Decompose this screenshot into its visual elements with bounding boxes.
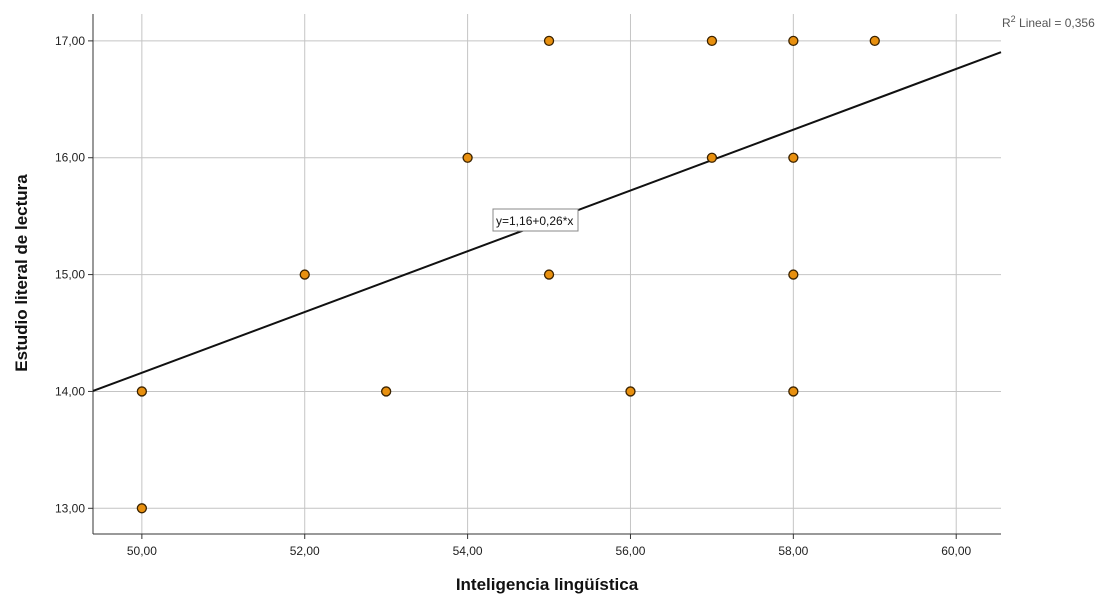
y-tick-label: 13,00 [55,501,85,515]
data-point [788,152,799,163]
data-point [381,386,392,397]
x-tick-labels: 50,00 52,00 54,00 56,00 58,00 60,00 [127,534,972,558]
data-point [788,35,799,47]
data-point [136,503,148,514]
data-point [869,35,880,47]
x-tick-label: 54,00 [453,544,483,558]
x-tick-label: 52,00 [290,544,320,558]
x-tick-label: 56,00 [615,544,645,558]
data-point [299,269,310,280]
data-points [136,35,880,514]
equation-box: y=1,16+0,26*x [492,208,579,232]
axes [92,14,1001,535]
y-axis-title: Estudio literal de lectura [12,174,31,372]
x-tick-label: 58,00 [778,544,808,558]
y-tick-label: 15,00 [55,268,85,282]
r2-label: R2 Lineal = 0,356 [1002,14,1095,30]
x-tick-label: 60,00 [941,544,971,558]
data-point [543,35,555,47]
y-tick-label: 16,00 [55,151,85,165]
x-axis-title: Inteligencia lingüística [456,575,639,594]
data-point [136,386,148,397]
data-point [788,269,799,280]
equation-label: y=1,16+0,26*x [496,214,573,228]
data-point [625,386,636,397]
data-point [462,152,473,163]
y-tick-labels: 13,00 14,00 15,00 16,00 17,00 [55,34,93,515]
data-point [706,35,718,47]
y-tick-label: 14,00 [55,384,85,398]
data-point [706,152,718,163]
x-tick-label: 50,00 [127,544,157,558]
data-point [788,386,799,397]
y-tick-label: 17,00 [55,34,85,48]
data-point [543,269,555,280]
